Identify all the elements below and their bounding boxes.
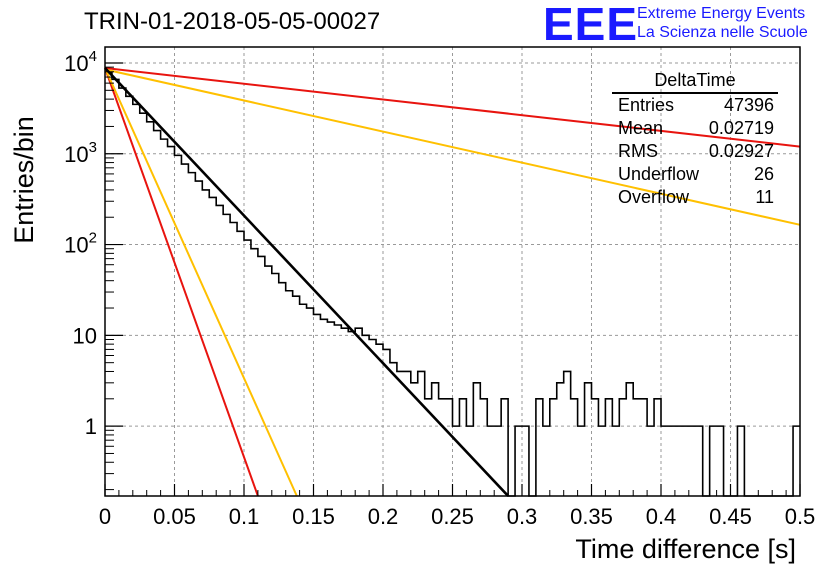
y-axis-label: Entries/bin xyxy=(9,116,39,244)
x-axis-label: Time difference [s] xyxy=(575,534,796,564)
stats-value: 0.02927 xyxy=(708,141,774,161)
x-tick-label: 0.25 xyxy=(431,504,474,529)
stats-label: Mean xyxy=(618,118,664,138)
stats-label: Underflow xyxy=(618,164,700,184)
histogram-outline xyxy=(105,70,800,497)
x-tick-label: 0 xyxy=(99,504,111,529)
x-tick-label: 0.4 xyxy=(646,504,677,529)
curves xyxy=(104,67,801,497)
curve-black xyxy=(104,67,510,497)
y-axis: 1 10 102 103 104 xyxy=(64,48,123,491)
chart-title: TRIN-01-2018-05-05-00027 xyxy=(84,8,381,35)
curve-red xyxy=(104,67,259,497)
stats-row: Mean 0.02719 xyxy=(612,117,778,140)
x-tick-label: 0.3 xyxy=(507,504,538,529)
stats-label: RMS xyxy=(618,141,658,161)
y-tick-label: 104 xyxy=(64,48,97,76)
stats-value: 0.02719 xyxy=(708,118,774,138)
stats-row: Overflow 11 xyxy=(612,186,778,209)
logo-line-2: La Scienza nelle Scuole xyxy=(637,24,808,41)
curve-red xyxy=(104,67,801,148)
x-tick-label: 0.05 xyxy=(153,504,196,529)
stats-box: DeltaTime Entries 47396 Mean 0.02719 RMS 0.02… xyxy=(612,70,778,209)
x-tick-label: 0.45 xyxy=(709,504,752,529)
y-tick-label: 10 xyxy=(73,323,97,348)
y-tick-label: 102 xyxy=(64,230,97,258)
stats-row: RMS 0.02927 xyxy=(612,140,778,163)
x-tick-label: 0.2 xyxy=(368,504,399,529)
logo-line-1: Extreme Energy Events xyxy=(637,5,806,22)
stats-value: 26 xyxy=(753,164,774,184)
stats-label: Entries xyxy=(618,95,675,115)
x-tick-label: 0.15 xyxy=(292,504,335,529)
y-tick-label: 1 xyxy=(85,414,97,439)
y-tick-label: 103 xyxy=(64,139,97,167)
stats-label: Overflow xyxy=(618,187,690,207)
eee-logo: EEE xyxy=(543,0,639,50)
stats-title: DeltaTime xyxy=(612,70,778,94)
stats-value: 11 xyxy=(755,187,774,207)
curve-orange xyxy=(104,67,298,497)
stats-value: 47396 xyxy=(723,95,774,115)
x-axis: 0 0.05 0.1 0.15 0.2 0.25 0.3 0.35 0.4 0.45 0.5 xyxy=(99,484,815,529)
x-tick-label: 0.1 xyxy=(229,504,260,529)
grid xyxy=(105,47,800,496)
stats-row: Underflow 26 xyxy=(612,163,778,186)
histogram xyxy=(105,70,800,497)
x-tick-label: 0.35 xyxy=(570,504,613,529)
x-tick-label: 0.5 xyxy=(785,504,816,529)
curve-orange xyxy=(104,68,801,226)
stats-row: Entries 47396 xyxy=(612,94,778,117)
